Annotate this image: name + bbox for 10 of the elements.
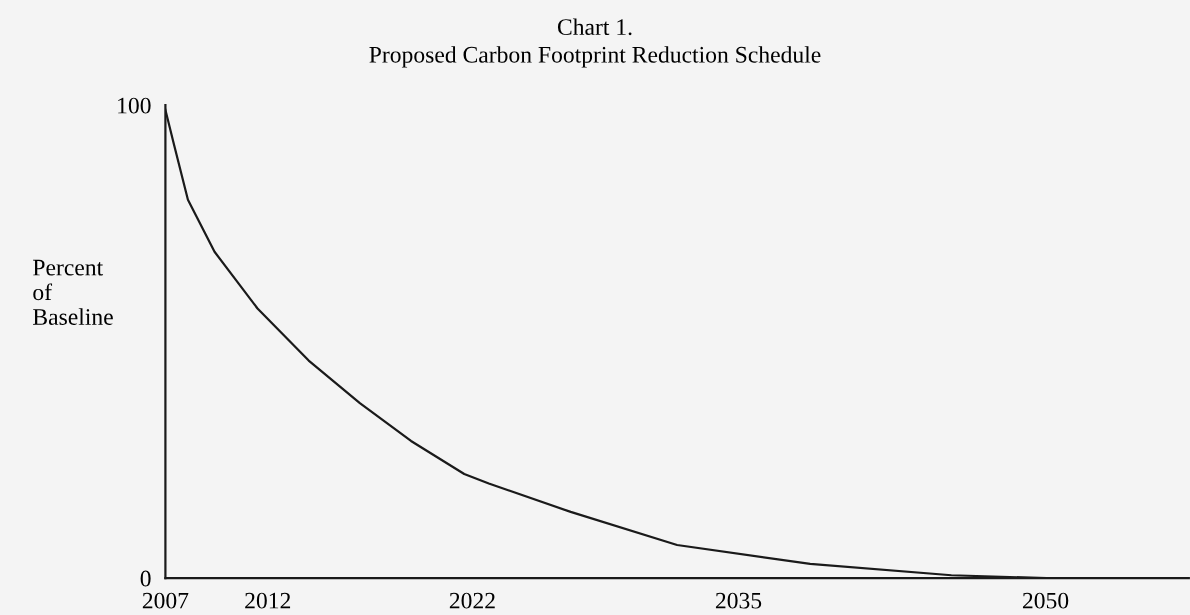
x-tick-label: 2022 bbox=[449, 592, 495, 609]
y-axis-title: Percent of Baseline bbox=[33, 259, 113, 325]
chart-title: Chart 1. bbox=[557, 18, 632, 36]
x-tick-label: 2050 bbox=[1022, 592, 1069, 609]
y-tick-label: 100 bbox=[118, 97, 151, 114]
x-tick-label: 2035 bbox=[715, 592, 762, 609]
x-tick-label: 2007 bbox=[142, 592, 189, 609]
chart-subtitle: Proposed Carbon Footprint Reduction Schedule bbox=[369, 46, 821, 68]
y-tick-label: 0 bbox=[140, 570, 151, 587]
x-tick-label: 2012 bbox=[245, 592, 291, 609]
